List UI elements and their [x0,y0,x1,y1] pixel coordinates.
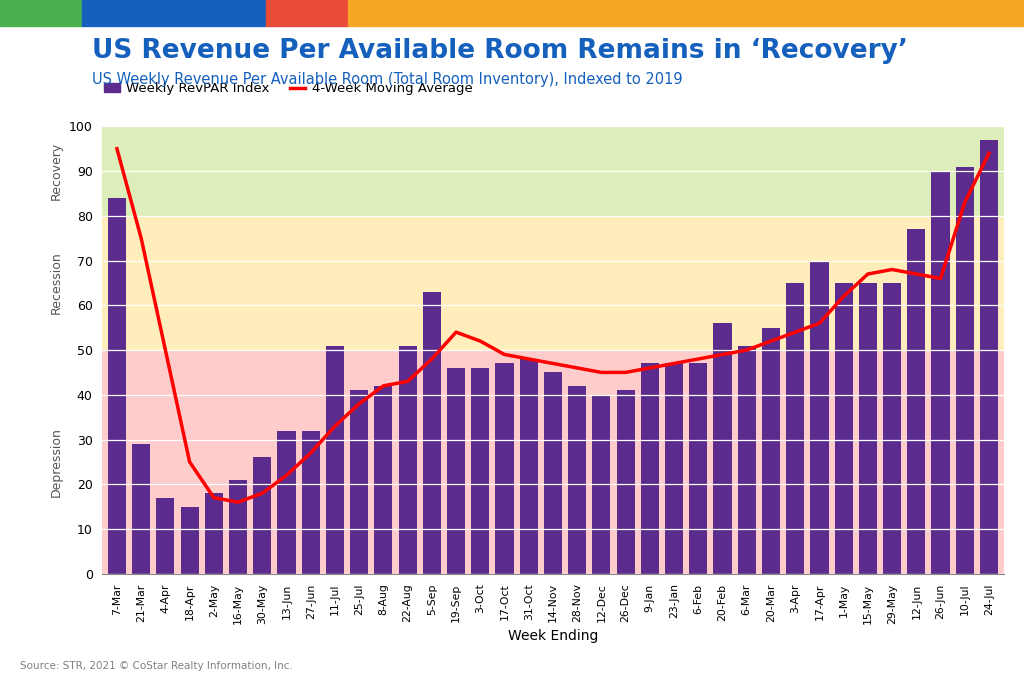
Bar [0,0,82,26]
Bar [471,368,489,574]
Bar [447,368,465,574]
Bar [859,283,877,574]
Bar [665,363,683,574]
Bar [278,430,296,574]
Bar [350,390,369,574]
Text: Depression: Depression [50,427,62,497]
Bar [835,283,853,574]
Bar [82,0,266,26]
Bar [519,359,538,574]
Bar [544,372,562,574]
Bar [883,283,901,574]
Bar [302,430,319,574]
Bar [810,260,828,574]
Bar [641,363,658,574]
Bar [102,216,1004,350]
Bar [348,0,1024,26]
Bar [592,395,610,574]
Bar [205,493,223,574]
Bar [932,171,949,574]
Bar [616,390,635,574]
Bar [229,479,247,574]
Bar [375,386,392,574]
Bar [955,167,974,574]
Bar [737,346,756,574]
Bar [423,292,441,574]
Bar [108,198,126,574]
Bar [907,229,926,574]
Bar [762,328,780,574]
Bar [326,346,344,574]
Bar [496,363,514,574]
Bar [714,323,731,574]
Bar [786,283,804,574]
Bar [980,140,998,574]
Bar [253,458,271,574]
X-axis label: Week Ending: Week Ending [508,629,598,643]
Text: Recession: Recession [50,251,62,314]
Bar [266,0,348,26]
Bar [398,346,417,574]
Text: US Revenue Per Available Room Remains in ‘Recovery’: US Revenue Per Available Room Remains in… [92,38,908,64]
Bar [132,444,151,574]
Bar [157,498,174,574]
Bar [568,386,587,574]
Text: Source: STR, 2021 © CoStar Realty Information, Inc.: Source: STR, 2021 © CoStar Realty Inform… [20,660,293,671]
Text: Recovery: Recovery [50,142,62,200]
Bar [102,126,1004,216]
Bar [180,507,199,574]
Text: US Weekly Revenue Per Available Room (Total Room Inventory), Indexed to 2019: US Weekly Revenue Per Available Room (To… [92,72,683,87]
Bar [689,363,708,574]
Legend: Weekly RevPAR Index, 4-Week Moving Average: Weekly RevPAR Index, 4-Week Moving Avera… [98,77,478,100]
Bar [102,350,1004,574]
